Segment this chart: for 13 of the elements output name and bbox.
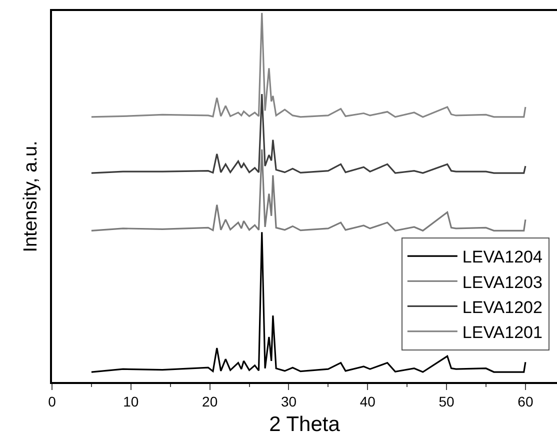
legend-label: LEVA1204 <box>462 248 542 267</box>
x-tick-label: 10 <box>123 394 139 410</box>
x-axis-title: 2 Theta <box>269 413 340 436</box>
x-tick-label: 60 <box>518 394 534 410</box>
y-axis-title: Intensity, a.u. <box>20 140 42 252</box>
legend-label: LEVA1203 <box>462 272 542 292</box>
x-tick-label: 0 <box>48 394 56 410</box>
legend-label: LEVA1202 <box>462 298 542 317</box>
legend-label: LEVA1201 <box>462 322 542 342</box>
x-tick-label: 20 <box>202 394 218 410</box>
x-tick-label: 50 <box>438 394 455 410</box>
x-tick-label: 40 <box>360 394 376 410</box>
x-tick-label: 30 <box>280 394 297 410</box>
